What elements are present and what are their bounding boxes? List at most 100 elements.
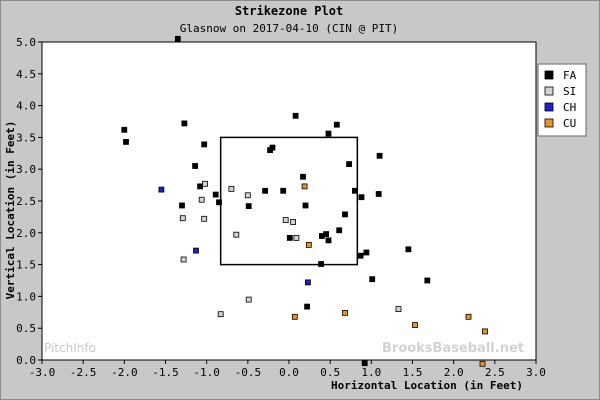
pitch-point-si [202, 180, 208, 187]
pitch-point-fa [318, 233, 325, 239]
pitch-point-fa [192, 163, 199, 169]
pitch-point-si [293, 234, 300, 241]
pitch-point-cu [412, 322, 418, 328]
pitch-point-si [290, 219, 297, 225]
y-tick-label: 0.5 [16, 322, 36, 335]
y-tick-label: 4.5 [16, 68, 36, 81]
x-tick-label: 0.5 [320, 366, 340, 379]
pitch-point-cu [301, 183, 308, 190]
pitch-point-fa [342, 211, 348, 218]
pitch-point-fa [212, 191, 219, 198]
y-tick-label: 2.5 [16, 195, 36, 208]
pitch-point-fa [262, 187, 269, 194]
pitch-point-si [198, 196, 205, 203]
pitch-point-ch [304, 279, 311, 286]
legend-label-fa: FA [563, 69, 577, 82]
pitch-point-si [244, 192, 251, 199]
y-tick-label: 2.0 [16, 227, 36, 240]
pitch-point-fa [123, 138, 129, 145]
pitch-point-fa [216, 199, 222, 206]
y-tick-label: 4.0 [16, 100, 36, 113]
x-tick-label: -2.5 [70, 366, 97, 379]
y-tick-label: 0.0 [16, 354, 36, 367]
legend-label-cu: CU [563, 117, 576, 130]
x-axis-label: Horizontal Location (in Feet) [331, 379, 523, 392]
pitch-point-fa [325, 130, 332, 137]
pitch-point-fa [363, 249, 370, 256]
x-tick-label: 1.5 [403, 366, 423, 379]
point-group [121, 35, 488, 367]
pitch-point-fa [174, 35, 181, 42]
legend-label-ch: CH [563, 101, 576, 114]
pitch-point-fa [333, 121, 340, 128]
pitch-point-cu [465, 313, 472, 320]
pitch-point-si [201, 215, 208, 222]
watermark-brooks: BrooksBaseball.net [382, 341, 524, 356]
pitch-point-fa [325, 237, 332, 244]
pitch-point-si [245, 296, 252, 303]
pitch-point-fa [280, 187, 287, 194]
pitch-point-cu [482, 328, 488, 335]
x-tick-group: -3.0 -2.5 -2.0 -1.5 -1.0 -0.5 0.0 0.5 1.0 1.5 2.0 2… [29, 360, 546, 379]
pitch-point-fa [201, 141, 208, 148]
pitch-point-si [217, 311, 224, 318]
legend-swatch-si [544, 86, 554, 96]
y-tick-group: 0.0 0.5 1.0 1.5 2.0 2.5 3.0 3.5 4.0 4.5 5.0 [16, 36, 42, 367]
y-tick-label: 1.5 [16, 259, 36, 272]
x-tick-label: 3.0 [526, 366, 546, 379]
x-tick-label: 1.0 [361, 366, 381, 379]
pitch-point-fa [318, 261, 325, 267]
pitch-point-fa [336, 227, 343, 234]
chart-subtitle: Glasnow on 2017-04-10 (CIN @ PIT) [180, 22, 399, 35]
x-tick-label: -3.0 [29, 366, 56, 379]
pitch-point-fa [300, 173, 306, 180]
watermark-pitchinfo: PitchInfo [44, 341, 96, 355]
pitch-point-fa [302, 202, 309, 209]
pitch-point-cu [342, 309, 348, 316]
legend-swatch-cu [544, 118, 554, 128]
pitch-point-fa [304, 303, 311, 310]
y-tick-label: 1.0 [16, 290, 36, 303]
pitch-point-fa [405, 246, 412, 253]
pitch-point-fa [351, 187, 358, 194]
legend: FA SI CH CU [537, 63, 587, 137]
y-tick-label: 5.0 [16, 36, 36, 49]
pitch-point-fa [424, 277, 431, 284]
pitch-point-cu [305, 241, 312, 248]
chart-title: Strikezone Plot [235, 4, 343, 18]
pitch-point-si [180, 256, 187, 263]
pitch-point-si [233, 231, 240, 238]
pitch-point-si [228, 185, 235, 192]
legend-swatch-fa [544, 70, 554, 80]
x-tick-label: 0.0 [279, 366, 299, 379]
pitch-point-fa [245, 203, 252, 210]
pitch-point-ch [193, 247, 199, 254]
pitch-point-cu [291, 313, 298, 320]
y-tick-label: 3.0 [16, 163, 36, 176]
pitch-point-si [282, 217, 289, 224]
x-tick-label: -1.5 [152, 366, 179, 379]
pitch-point-fa [181, 120, 188, 127]
pitch-point-fa [375, 191, 382, 197]
pitch-point-fa [267, 147, 274, 154]
pitch-point-fa [197, 183, 204, 190]
pitch-point-fa [346, 161, 353, 168]
x-tick-label: -0.5 [235, 366, 262, 379]
pitch-point-fa [357, 252, 364, 259]
pitch-point-fa [361, 360, 368, 367]
pitch-point-fa [369, 276, 376, 283]
x-tick-label: 2.0 [444, 366, 464, 379]
pitch-point-cu [479, 360, 486, 367]
y-axis-label: Vertical Location (in Feet) [4, 121, 17, 300]
pitch-point-fa [376, 152, 383, 159]
y-tick-label: 3.5 [16, 131, 36, 144]
pitch-point-fa [121, 126, 128, 133]
pitch-point-fa [179, 202, 185, 209]
x-tick-label: -1.0 [193, 366, 220, 379]
pitch-point-ch [158, 186, 165, 193]
legend-swatch-ch [544, 102, 554, 112]
plot-area [41, 41, 537, 361]
pitch-point-fa [358, 194, 365, 201]
pitch-point-si [395, 306, 402, 313]
